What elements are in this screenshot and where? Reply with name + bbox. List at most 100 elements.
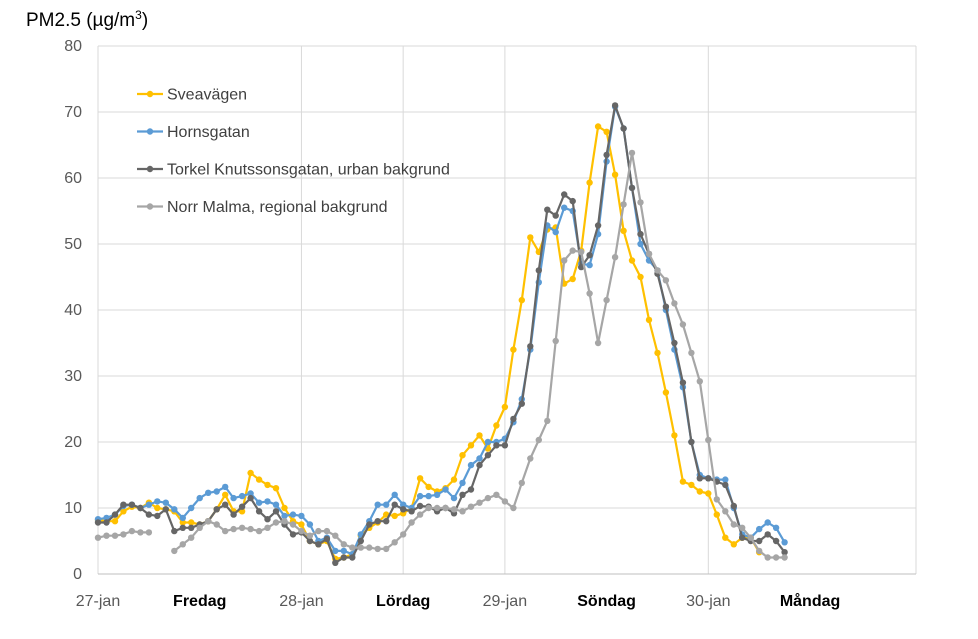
data-point: [561, 257, 568, 264]
data-point: [756, 547, 763, 555]
data-point: [374, 501, 381, 508]
data-point: [247, 525, 254, 533]
data-point: [298, 521, 305, 528]
data-point: [493, 442, 500, 449]
data-point: [645, 316, 653, 324]
data-point: [255, 527, 263, 535]
y-tick-label: 70: [64, 104, 82, 121]
data-point: [247, 469, 254, 477]
data-point: [772, 537, 780, 545]
data-point: [637, 240, 644, 248]
data-point: [264, 481, 271, 489]
data-point: [476, 455, 483, 462]
data-point: [416, 475, 424, 482]
series-line: [98, 104, 786, 564]
y-tick-label: 30: [64, 368, 82, 385]
data-point: [552, 337, 559, 345]
data-point: [315, 527, 322, 535]
data-point: [196, 524, 203, 531]
data-point: [611, 102, 619, 109]
data-point: [756, 537, 763, 545]
data-point: [332, 532, 339, 539]
data-point: [383, 501, 390, 508]
data-point: [535, 267, 542, 274]
data-point: [722, 534, 729, 541]
data-point: [645, 250, 653, 258]
data-point: [391, 539, 398, 546]
data-point: [654, 349, 661, 357]
data-point: [247, 490, 254, 497]
data-point: [501, 403, 509, 411]
data-point: [586, 261, 593, 269]
data-point: [467, 461, 475, 469]
legend-marker: [146, 90, 154, 98]
data-point: [569, 197, 576, 205]
data-point: [205, 489, 212, 496]
data-point: [213, 488, 220, 495]
data-point: [459, 491, 466, 498]
data-point: [272, 485, 280, 492]
legend-label: Norr Malma, regional bakgrund: [167, 199, 388, 216]
data-point: [781, 554, 788, 561]
y-tick-label: 80: [64, 38, 82, 55]
data-point: [171, 547, 178, 555]
data-point: [137, 529, 144, 536]
data-point: [713, 496, 720, 503]
data-point: [255, 476, 263, 483]
data-point: [467, 503, 475, 510]
data-point: [340, 547, 347, 555]
data-point: [476, 461, 483, 469]
data-point: [442, 504, 449, 512]
data-point: [467, 486, 475, 493]
data-point: [586, 252, 593, 259]
data-point: [442, 486, 449, 493]
data-point: [264, 524, 271, 531]
data-point: [128, 501, 136, 508]
y-tick-label: 10: [64, 500, 82, 517]
data-point: [230, 525, 237, 533]
data-point: [120, 501, 127, 508]
data-point: [383, 518, 390, 525]
data-point: [671, 300, 678, 307]
data-point: [739, 534, 746, 541]
data-point: [145, 511, 153, 518]
data-point: [357, 537, 364, 545]
data-point: [747, 534, 754, 541]
data-point: [306, 521, 314, 528]
data-point: [594, 222, 602, 229]
data-point: [484, 452, 492, 459]
data-point: [713, 511, 720, 518]
data-point: [400, 506, 407, 513]
data-point: [578, 263, 585, 271]
data-point: [289, 511, 297, 518]
data-point: [425, 504, 432, 512]
data-point: [357, 544, 364, 551]
data-point: [264, 516, 271, 523]
legend-marker: [146, 128, 154, 135]
y-tick-label: 0: [73, 566, 82, 583]
data-point: [501, 498, 509, 505]
data-point: [679, 379, 687, 386]
data-point: [222, 501, 229, 508]
data-point: [425, 492, 432, 500]
data-point: [391, 512, 398, 520]
data-point: [662, 277, 670, 284]
data-point: [510, 346, 517, 353]
data-point: [662, 389, 670, 396]
data-point: [781, 539, 788, 546]
data-point: [450, 476, 458, 483]
data-point: [459, 508, 466, 515]
data-point: [111, 511, 119, 518]
data-point: [730, 541, 737, 548]
data-point: [722, 508, 729, 515]
data-point: [188, 524, 195, 531]
data-point: [281, 504, 288, 512]
x-tick-label: 27-jan: [76, 593, 120, 610]
data-point: [349, 554, 356, 561]
data-point: [518, 400, 525, 407]
data-point: [120, 508, 127, 515]
data-point: [137, 504, 144, 512]
data-point: [323, 527, 331, 535]
data-point: [722, 476, 729, 483]
data-point: [620, 201, 627, 208]
